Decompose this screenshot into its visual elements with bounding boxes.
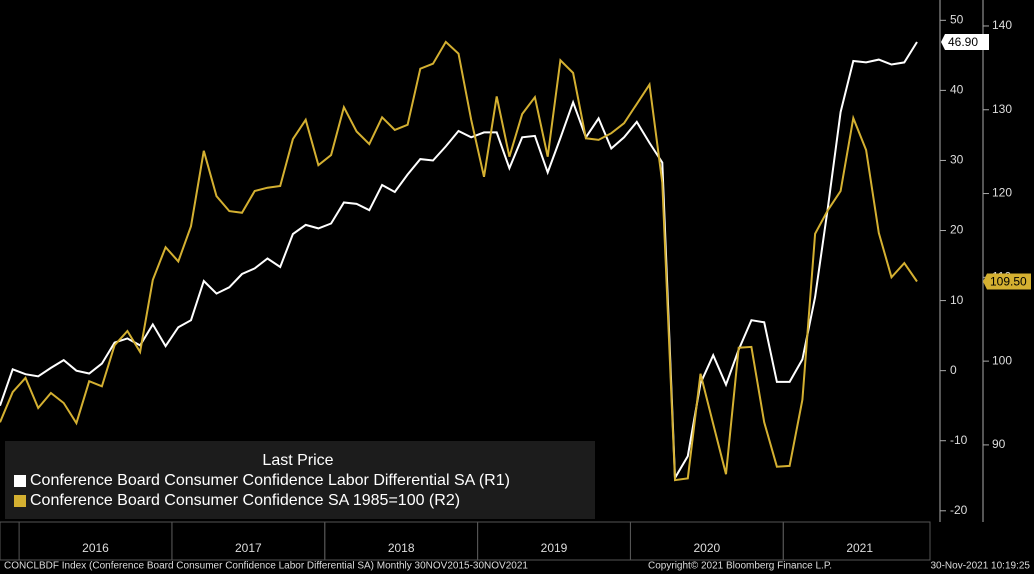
y-tick-label: -10 (950, 433, 968, 447)
footer-text: Copyright© 2021 Bloomberg Finance L.P. (648, 561, 832, 572)
legend-box (5, 441, 595, 519)
y2-tick-label: 100 (992, 353, 1012, 367)
legend-swatch (14, 475, 26, 487)
legend-label: Conference Board Consumer Confidence Lab… (30, 472, 510, 489)
y-tick-label: 30 (950, 153, 964, 167)
legend-title: Last Price (262, 452, 333, 469)
x-tick-label: 2019 (541, 541, 568, 555)
value-label-box (983, 273, 1031, 290)
x-tick-label: 2020 (694, 541, 721, 555)
value-label-box (941, 34, 989, 51)
legend-swatch (14, 495, 26, 507)
y-tick-label: -20 (950, 503, 968, 517)
y2-tick-label: 140 (992, 18, 1012, 32)
y2-tick-label: 90 (992, 437, 1006, 451)
x-tick-label: 2021 (846, 541, 873, 555)
x-tick-label: 2016 (82, 541, 109, 555)
legend-label: Conference Board Consumer Confidence SA … (30, 492, 460, 509)
y2-tick-label: 120 (992, 186, 1012, 200)
y-tick-label: 50 (950, 12, 964, 26)
y-tick-label: 0 (950, 363, 957, 377)
y-tick-label: 10 (950, 293, 964, 307)
x-tick-label: 2017 (235, 541, 262, 555)
y-tick-label: 40 (950, 83, 964, 97)
x-tick-label: 2018 (388, 541, 415, 555)
series-line (0, 40, 918, 482)
y2-tick-label: 130 (992, 102, 1012, 116)
footer-text: 30-Nov-2021 10:19:25 (930, 561, 1030, 572)
value-label: 109.50 (990, 275, 1027, 289)
footer-text: CONCLBDF Index (Conference Board Consume… (4, 561, 528, 572)
value-label: 46.90 (948, 35, 978, 49)
series-line (0, 41, 918, 482)
y-tick-label: 20 (950, 223, 964, 237)
x-axis-band (0, 521, 931, 561)
plot-area (0, 40, 918, 482)
